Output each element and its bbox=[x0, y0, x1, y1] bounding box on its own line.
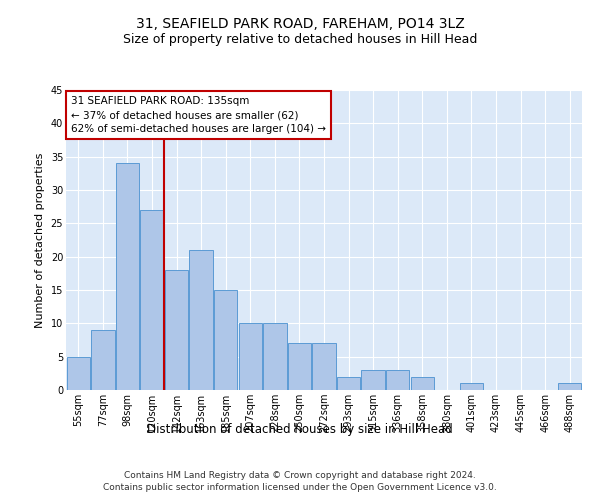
Bar bbox=[214, 290, 238, 390]
Text: Contains HM Land Registry data © Crown copyright and database right 2024.: Contains HM Land Registry data © Crown c… bbox=[124, 471, 476, 480]
Bar bbox=[558, 384, 581, 390]
Text: Contains public sector information licensed under the Open Government Licence v3: Contains public sector information licen… bbox=[103, 484, 497, 492]
Bar bbox=[313, 344, 335, 390]
Bar bbox=[337, 376, 360, 390]
Bar bbox=[165, 270, 188, 390]
Bar bbox=[140, 210, 164, 390]
Bar bbox=[460, 384, 483, 390]
Text: Size of property relative to detached houses in Hill Head: Size of property relative to detached ho… bbox=[123, 32, 477, 46]
Bar bbox=[288, 344, 311, 390]
Bar bbox=[263, 324, 287, 390]
Text: 31, SEAFIELD PARK ROAD, FAREHAM, PO14 3LZ: 31, SEAFIELD PARK ROAD, FAREHAM, PO14 3L… bbox=[136, 18, 464, 32]
Bar bbox=[239, 324, 262, 390]
Y-axis label: Number of detached properties: Number of detached properties bbox=[35, 152, 45, 328]
Bar bbox=[361, 370, 385, 390]
Bar bbox=[410, 376, 434, 390]
Bar bbox=[386, 370, 409, 390]
Bar bbox=[190, 250, 213, 390]
Bar bbox=[116, 164, 139, 390]
Bar bbox=[91, 330, 115, 390]
Text: 31 SEAFIELD PARK ROAD: 135sqm
← 37% of detached houses are smaller (62)
62% of s: 31 SEAFIELD PARK ROAD: 135sqm ← 37% of d… bbox=[71, 96, 326, 134]
Bar bbox=[67, 356, 90, 390]
Text: Distribution of detached houses by size in Hill Head: Distribution of detached houses by size … bbox=[147, 422, 453, 436]
